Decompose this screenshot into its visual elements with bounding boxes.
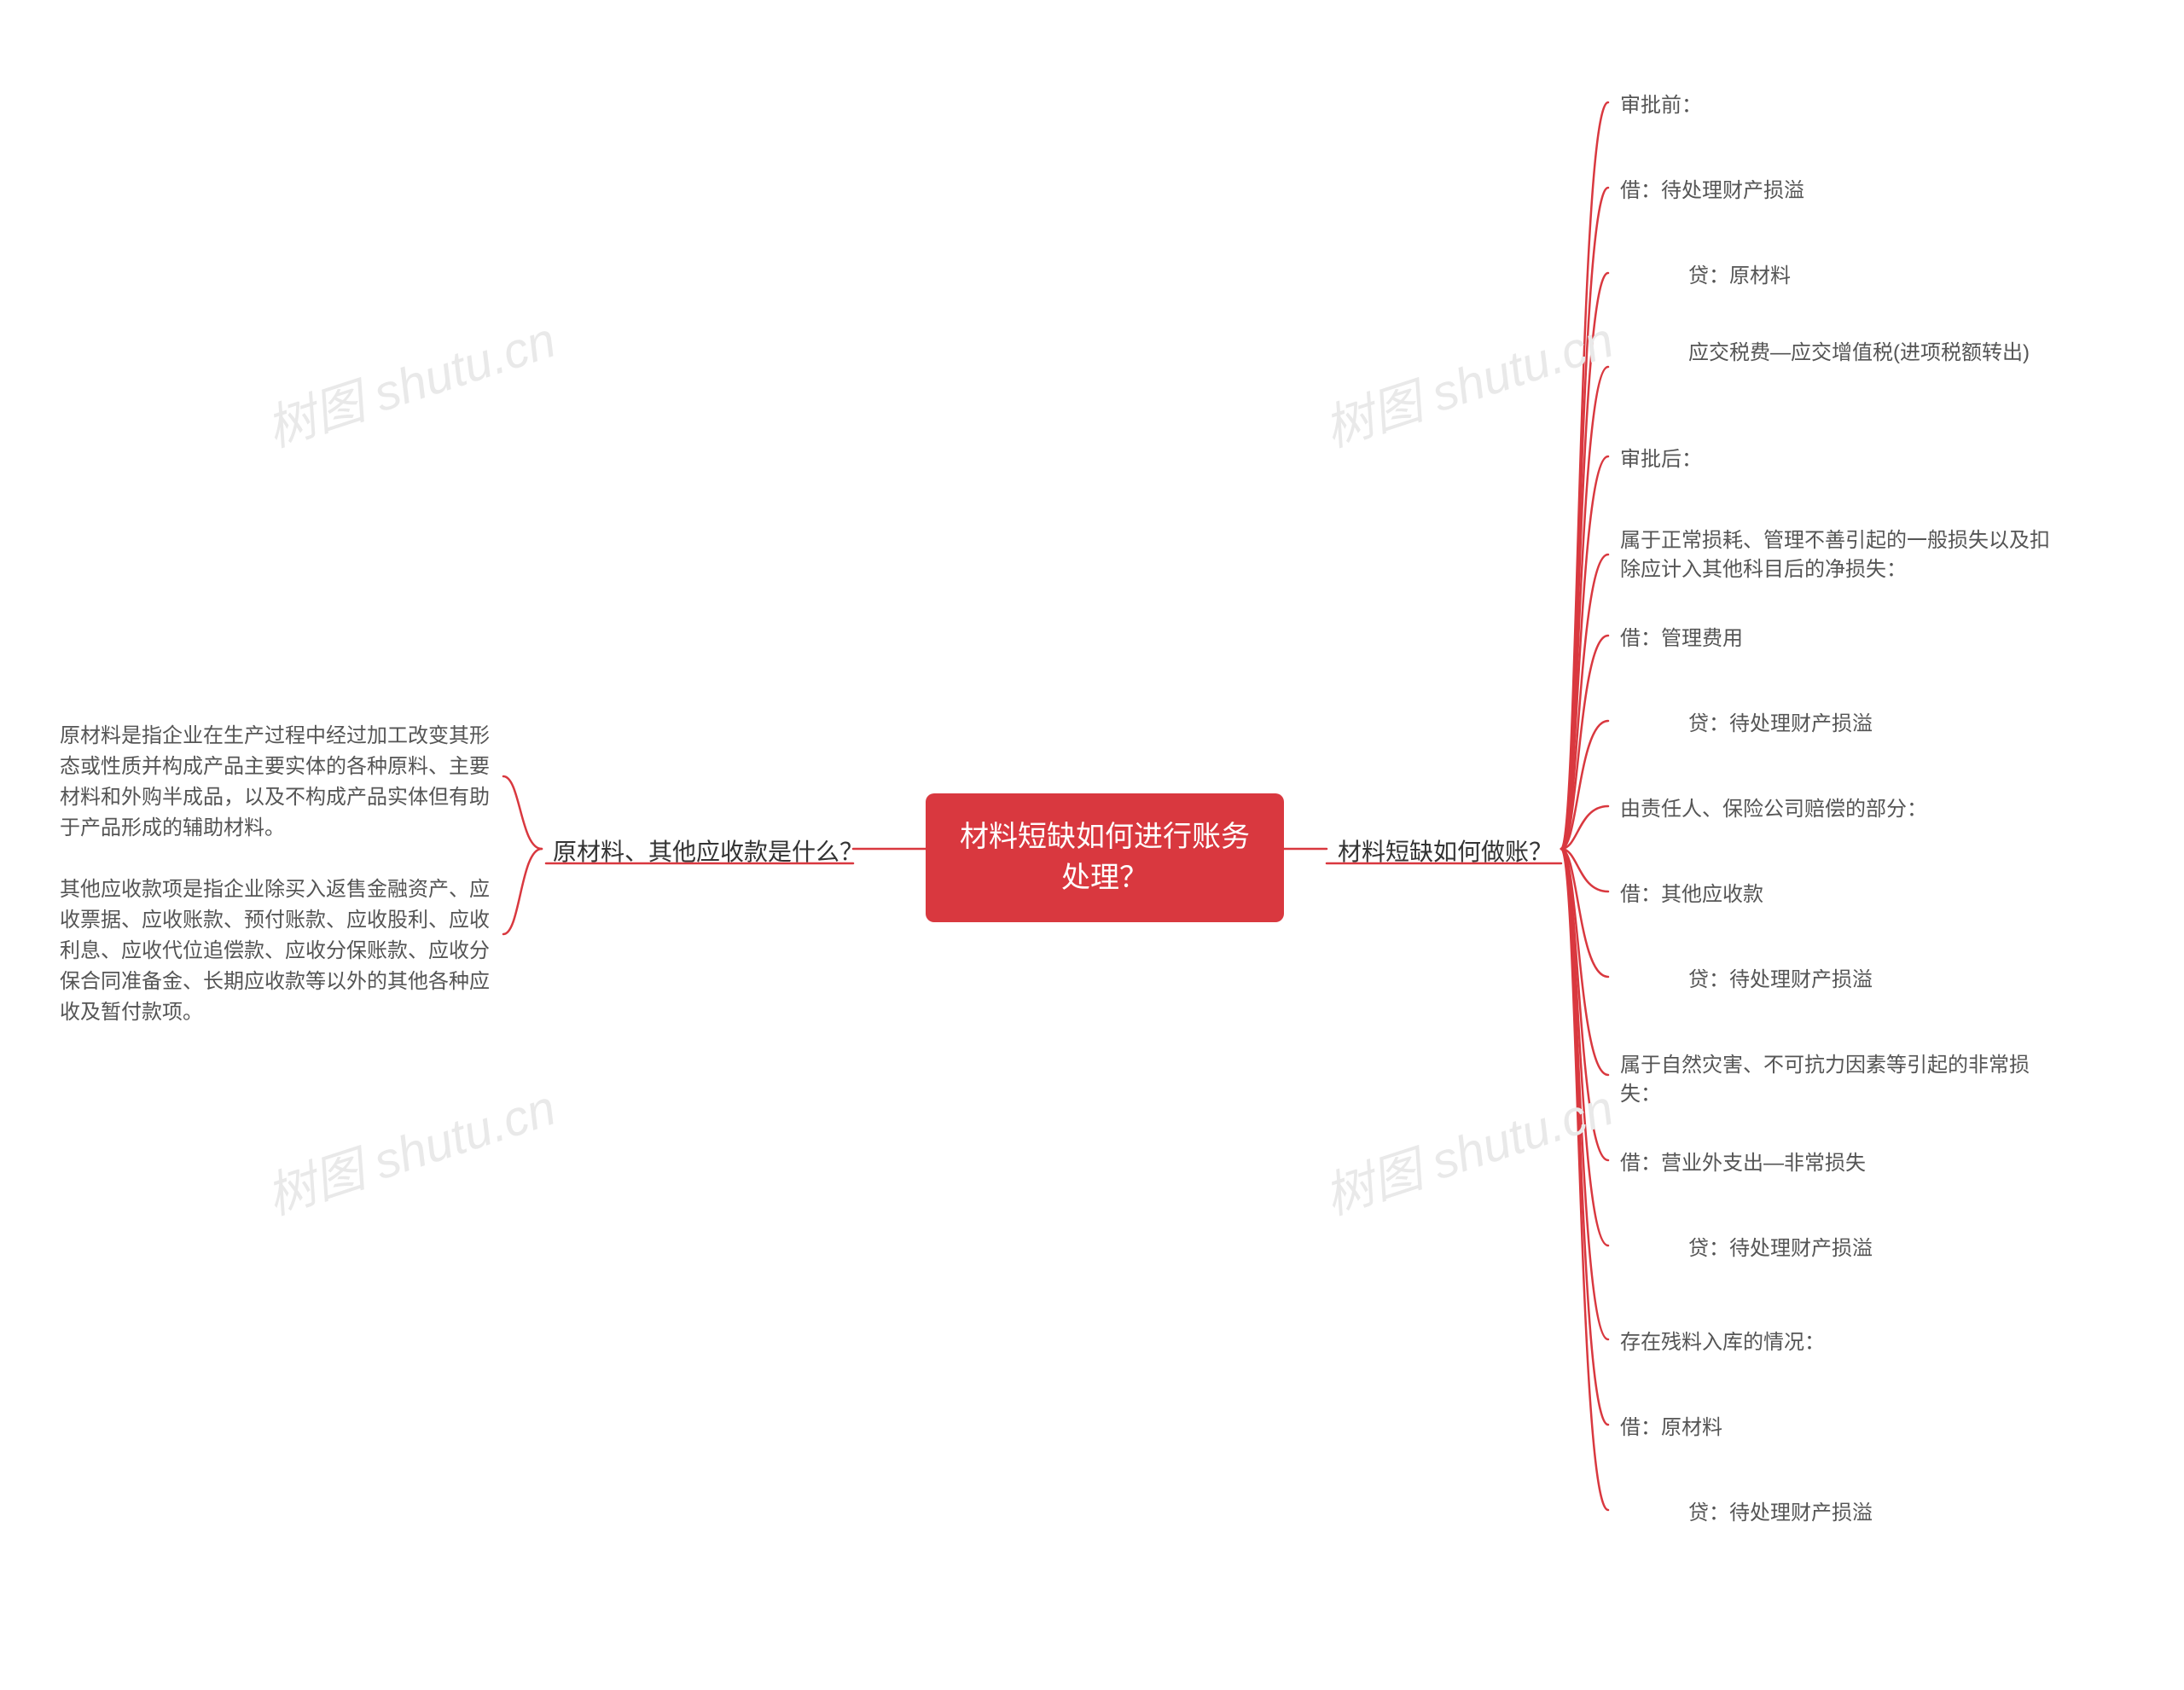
leaf-right-8: 由责任人、保险公司赔偿的部分： [1617,793,2060,826]
leaf-right-3: 应交税费—应交增值税(进项税额转出) [1617,337,2094,369]
center-node[interactable]: 材料短缺如何进行账务处理？ [926,793,1284,922]
leaf-right-16: 贷：待处理财产损溢 [1685,1497,2060,1530]
branch-right[interactable]: 材料短缺如何做账？ [1331,832,1560,872]
leaf-right-10: 贷：待处理财产损溢 [1685,964,2060,996]
leaf-right-11: 属于自然灾害、不可抗力因素等引起的非常损失： [1617,1049,2060,1110]
leaf-right-6: 借：管理费用 [1617,623,2060,655]
watermark: 树图 shutu.cn [1314,299,1621,460]
leaf-left-1: 其他应收款项是指企业除买入返售金融资产、应收票据、应收账款、预付账款、应收股利、… [60,874,503,1028]
leaf-right-3-text: 应交税费—应交增值税(进项税额转出) [1688,341,2030,364]
branch-left[interactable]: 原材料、其他应收款是什么？ [546,832,870,872]
leaf-right-7: 贷：待处理财产损溢 [1685,708,2060,740]
watermark: 树图 shutu.cn [1314,1067,1621,1228]
leaf-right-0: 审批前： [1617,90,2060,122]
leaf-right-15: 借：原材料 [1617,1412,2060,1444]
leaf-right-13: 贷：待处理财产损溢 [1685,1233,2060,1265]
leaf-right-9: 借：其他应收款 [1617,879,2060,911]
leaf-left-0: 原材料是指企业在生产过程中经过加工改变其形态或性质并构成产品主要实体的各种原料、… [60,721,503,844]
leaf-right-4: 审批后： [1617,444,2060,476]
mindmap-canvas: 树图 shutu.cn 树图 shutu.cn 树图 shutu.cn 树图 s… [0,0,2184,1690]
leaf-right-5: 属于正常损耗、管理不善引起的一般损失以及扣除应计入其他科目后的净损失： [1617,525,2060,585]
watermark: 树图 shutu.cn [256,1067,563,1228]
leaf-right-14: 存在残料入库的情况： [1617,1327,2060,1359]
leaf-right-12: 借：营业外支出—非常损失 [1617,1147,2060,1180]
leaf-right-2: 贷：原材料 [1685,260,2060,293]
leaf-right-1: 借：待处理财产损溢 [1617,175,2060,207]
watermark: 树图 shutu.cn [256,299,563,460]
